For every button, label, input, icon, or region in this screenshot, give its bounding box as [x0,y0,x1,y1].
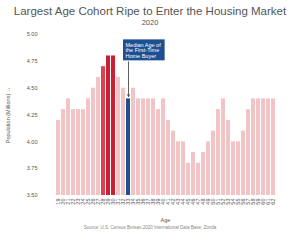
svg-text:54: 54 [230,198,237,205]
svg-text:43: 43 [175,198,182,205]
svg-text:Median Age ofthe First-TimeHom: Median Age ofthe First-TimeHome Buyer [126,42,162,59]
svg-text:59: 59 [255,198,262,205]
svg-text:45: 45 [185,198,192,205]
svg-text:19: 19 [55,198,62,205]
svg-text:51: 51 [215,198,222,205]
svg-text:20: 20 [60,198,67,205]
svg-text:34: 34 [130,198,137,205]
svg-text:5.00: 5.00 [27,31,38,37]
html-text:Source: U.S. Census Bureau 202: Source: U.S. Census Bureau 2020 Internat… [83,225,217,230]
svg-text:29: 29 [105,198,112,205]
html-text:Largest Age Cohort Ripe to Ent: Largest Age Cohort Ripe to Enter the Hou… [13,5,287,17]
svg-text:52: 52 [220,198,227,205]
svg-text:24: 24 [80,198,87,205]
svg-text:55: 55 [235,198,242,205]
svg-text:4.25: 4.25 [27,112,38,118]
svg-text:44: 44 [180,198,187,205]
svg-text:47: 47 [195,198,202,205]
svg-text:48: 48 [200,198,207,205]
svg-text:3.50: 3.50 [27,192,38,198]
svg-text:32: 32 [120,198,127,205]
svg-text:60: 60 [260,198,267,205]
svg-text:42: 42 [170,198,177,205]
svg-text:4.75: 4.75 [27,58,38,64]
svg-text:53: 53 [225,198,232,205]
svg-text:40: 40 [160,198,167,205]
svg-text:57: 57 [245,198,252,205]
svg-text:28: 28 [100,198,107,205]
svg-text:30: 30 [110,198,117,205]
svg-text:39: 39 [155,198,162,205]
svg-text:Population (Millions) →: Population (Millions) → [5,87,11,144]
svg-text:23: 23 [75,198,82,205]
html-text:2020: 2020 [141,18,159,27]
svg-text:Age: Age [161,217,171,223]
svg-text:38: 38 [150,198,157,205]
svg-text:46: 46 [190,198,197,205]
svg-text:61: 61 [265,198,272,205]
svg-text:36: 36 [140,198,147,205]
svg-text:25: 25 [85,198,92,205]
svg-text:4.00: 4.00 [27,139,38,145]
svg-text:41: 41 [165,198,172,205]
svg-text:4.50: 4.50 [27,85,38,91]
svg-text:27: 27 [95,198,102,205]
svg-text:49: 49 [205,198,212,205]
svg-text:56: 56 [240,198,247,205]
svg-text:58: 58 [250,198,257,205]
svg-text:50: 50 [210,198,217,205]
svg-text:21: 21 [65,198,72,205]
svg-text:22: 22 [70,198,77,205]
svg-text:62: 62 [270,199,276,205]
svg-text:35: 35 [135,198,142,205]
svg-text:37: 37 [145,198,152,205]
svg-text:33: 33 [125,198,132,205]
svg-text:31: 31 [115,198,122,205]
svg-text:26: 26 [90,198,97,205]
svg-text:3.75: 3.75 [27,165,38,171]
